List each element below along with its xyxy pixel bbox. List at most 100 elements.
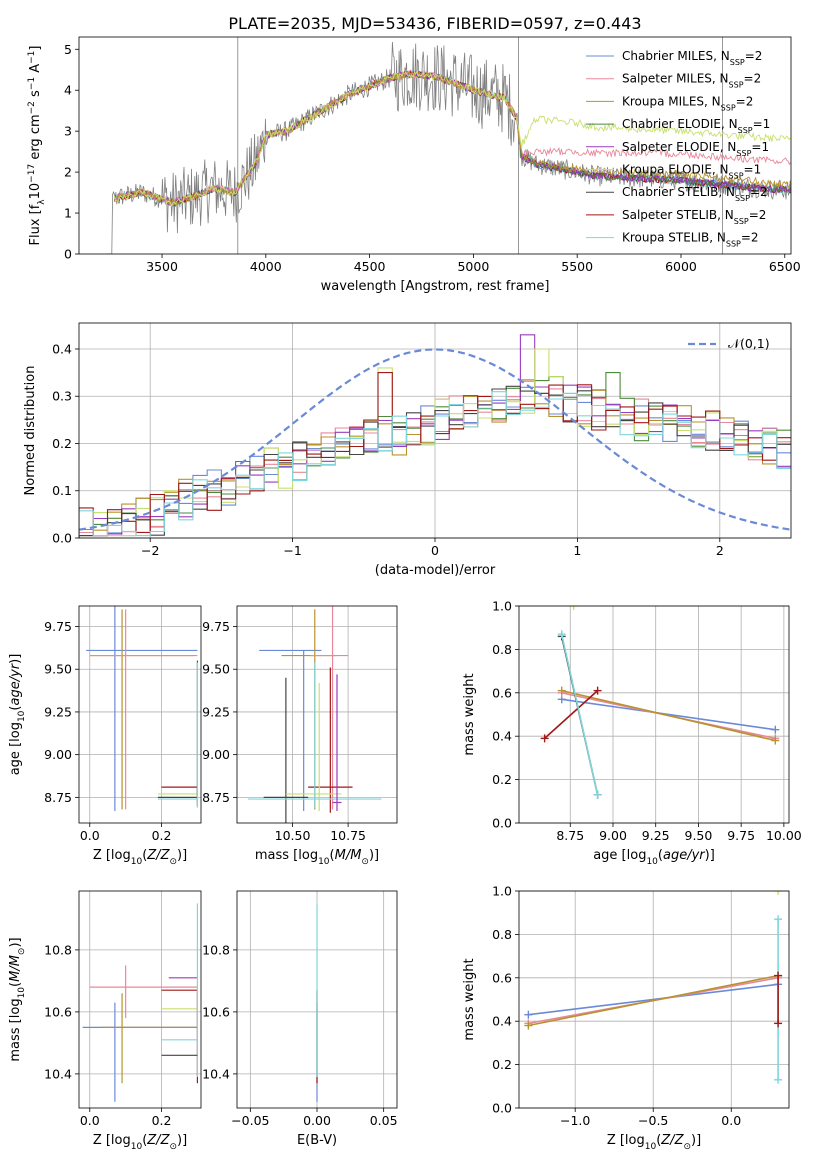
y-axis-label-part: s [28, 90, 43, 101]
y-tick-label: 9.25 [44, 704, 72, 719]
legend-label: Salpeter MILES, NSSP=2 [622, 72, 761, 90]
legend-label-sub: SSP [736, 148, 751, 157]
x-axis-label-part: age/yr [663, 848, 706, 863]
y-tick-label: 3 [64, 124, 72, 139]
y-tick-label: 0.3 [52, 389, 72, 404]
y-tick-label: 0.6 [492, 685, 512, 700]
x-axis-label-part: (data-model)/error [375, 563, 496, 578]
x-tick-label: 10.00 [766, 828, 802, 843]
y-tick-label: 0.4 [52, 341, 72, 356]
x-tick-label: 4500 [354, 259, 386, 274]
weight-line-7 [544, 690, 599, 739]
y-axis-label-part: −17 [27, 164, 37, 183]
weight-line-2 [561, 689, 776, 742]
axes-frame [78, 322, 792, 539]
legend-label-end: =2 [749, 208, 767, 222]
y-axis-label-part: −1 [27, 51, 37, 64]
x-axis-label: Z [log10(Z/Z⊙)] [93, 1133, 187, 1152]
y-axis-label-part: mass [log [8, 998, 23, 1061]
legend-label-end: =2 [745, 49, 763, 63]
y-axis-label-part: )] [8, 937, 23, 947]
y-tick-label: 0 [64, 247, 72, 262]
x-axis-label-part: M/M [335, 848, 362, 863]
axes-frame [236, 890, 398, 1109]
y-axis-label-part: 10 [17, 710, 27, 722]
x-tick-label: 0.2 [152, 1113, 172, 1128]
legend-label-main: Chabrier ELODIE, N [622, 117, 738, 131]
gaussian-curve [79, 348, 791, 531]
x-axis-label-part: ( [658, 848, 663, 863]
legend-label: Kroupa STELIB, NSSP=2 [622, 231, 759, 249]
x-tick-label: −1.0 [560, 1113, 590, 1128]
y-tick-label: 10.4 [202, 1066, 230, 1081]
x-axis-label-part: ( [142, 1133, 147, 1148]
histogram-8 [79, 391, 791, 538]
y-axis-label: mass weight [462, 673, 477, 755]
x-tick-label: 9.50 [685, 828, 713, 843]
legend-label: Kroupa ELODIE, NSSP=1 [622, 163, 761, 181]
y-axis-label-part: −2 [27, 101, 37, 114]
legend-label-end: =2 [736, 94, 754, 108]
y-tick-label: 0.0 [492, 1101, 512, 1116]
x-axis-label-part: )] [369, 848, 379, 863]
y-axis-label-part: )] [8, 654, 23, 664]
x-tick-label: 6000 [665, 259, 697, 274]
legend-label-main: Salpeter MILES, N [622, 72, 729, 86]
y-axis-label-part: −1 [27, 77, 37, 90]
y-tick-label: 9.00 [202, 747, 230, 762]
legend-label-sub: SSP [734, 216, 749, 225]
x-tick-label: 1 [573, 543, 581, 558]
legend-label: 𝒩(0,1) [728, 336, 770, 351]
y-tick-label: 2 [64, 165, 72, 180]
axes-frame [236, 605, 398, 824]
y-tick-label: 0.2 [52, 436, 72, 451]
x-axis-label-part: Z [log [93, 1133, 131, 1148]
x-axis-label-part: )] [705, 848, 715, 863]
x-axis-label-part: ( [656, 1133, 661, 1148]
y-tick-label: 9.50 [44, 662, 72, 677]
panel-Z-weight: −1.0 −0.5 0.0 0.0 0.2 0.4 0.6 0.8 1.0 Z [log10(Z/… [462, 884, 790, 1152]
x-axis-label: E(B-V) [297, 1133, 337, 1148]
x-axis-label-part: ⊙ [361, 857, 369, 867]
x-tick-label: 10.75 [330, 828, 366, 843]
y-tick-label: 0.4 [492, 1014, 512, 1029]
y-tick-label: 0.6 [492, 970, 512, 985]
weight-line-8 [560, 634, 599, 795]
x-axis-label: age [log10(age/yr)] [593, 848, 715, 867]
axes-frame [78, 36, 792, 255]
x-axis-label: (data-model)/error [375, 563, 496, 578]
y-tick-label: 9.75 [202, 619, 230, 634]
x-axis-label: Z [log10(Z/Z⊙)] [607, 1133, 701, 1152]
legend-label-sub: SSP [730, 58, 745, 67]
y-tick-label: 1.0 [492, 884, 512, 899]
axes-frame [78, 890, 202, 1109]
legend-label: Salpeter STELIB, NSSP=2 [622, 208, 766, 226]
y-tick-label: 0.2 [492, 772, 512, 787]
legend-label-main: Chabrier STELIB, N [622, 185, 735, 199]
plot-area [524, 891, 783, 1084]
x-axis-label-part: 10 [645, 1142, 657, 1152]
x-axis-label-part: 10 [318, 857, 330, 867]
legend-label-end: =2 [750, 185, 768, 199]
legend-label-sub: SSP [726, 239, 741, 248]
y-axis-label-part: age/yr [8, 662, 23, 705]
x-tick-label: 4000 [250, 259, 282, 274]
y-tick-label: 0.8 [492, 642, 512, 657]
y-tick-label: 0.0 [492, 816, 512, 831]
weight-line-0 [528, 983, 779, 1016]
y-tick-label: 1 [64, 206, 72, 221]
y-axis-label-part: ⊙ [17, 948, 27, 956]
legend-label-sub: SSP [735, 194, 750, 203]
y-tick-label: 9.00 [44, 747, 72, 762]
y-axis-label: Flux [fλ10−17 erg cm−2 s−1 A−1] [27, 46, 47, 246]
x-axis-label-part: wavelength [Angstrom, rest frame] [321, 279, 550, 294]
y-tick-label: 9.75 [44, 619, 72, 634]
x-axis-label-part: )] [177, 1133, 187, 1148]
y-axis-label-part: ] [28, 46, 43, 51]
x-tick-label: −0.05 [231, 1113, 269, 1128]
legend-label-end: =2 [744, 72, 762, 86]
legend-label-main: Kroupa ELODIE, N [622, 163, 729, 177]
panel-Z-mass: 0.0 0.210.410.610.8Z [log10(Z/Z⊙)]mass [l… [8, 890, 202, 1152]
legend-label-main: Salpeter ELODIE, N [622, 140, 736, 154]
